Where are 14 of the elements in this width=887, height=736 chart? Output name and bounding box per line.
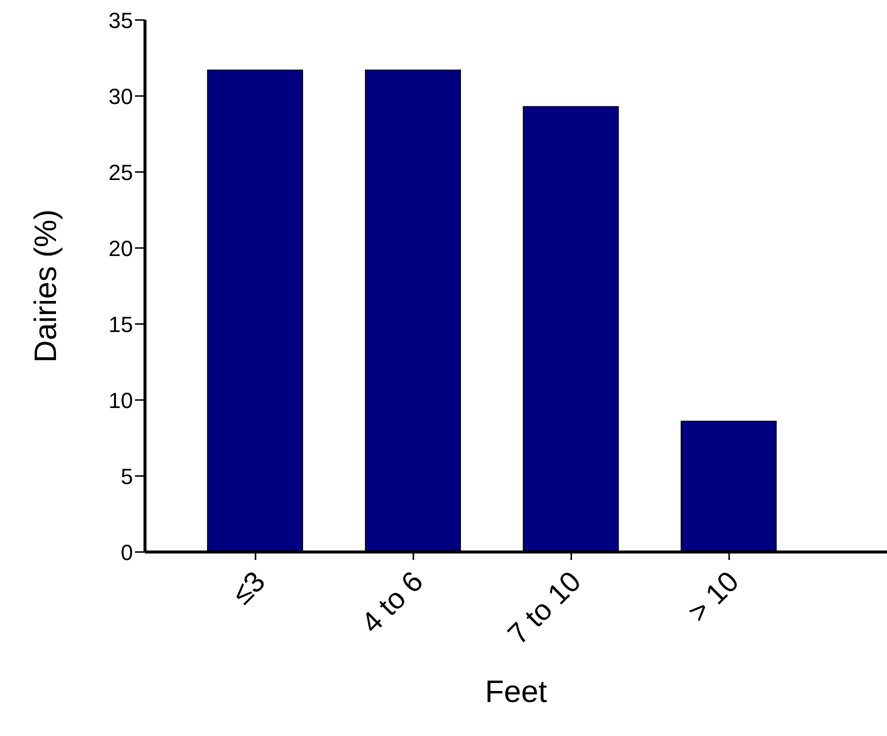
y-tick-label: 5 [120,464,133,489]
x-tick-label: 7 to 10 [502,566,588,651]
y-tick-label: 35 [108,8,133,33]
x-tick-label: 4 to 6 [356,566,430,640]
y-tick-label: 25 [108,160,133,185]
x-tick-label: > 10 [682,566,746,629]
y-tick-label: 15 [108,312,133,337]
x-tick-label: ≤3 [226,566,272,611]
y-tick-label: 10 [108,388,133,413]
x-axis-title: Feet [484,674,548,709]
y-tick-label: 30 [108,84,133,109]
y-tick-label: 0 [120,540,133,565]
y-tick-label: 20 [108,236,133,261]
y-axis-title: Dairies (%) [28,209,64,363]
